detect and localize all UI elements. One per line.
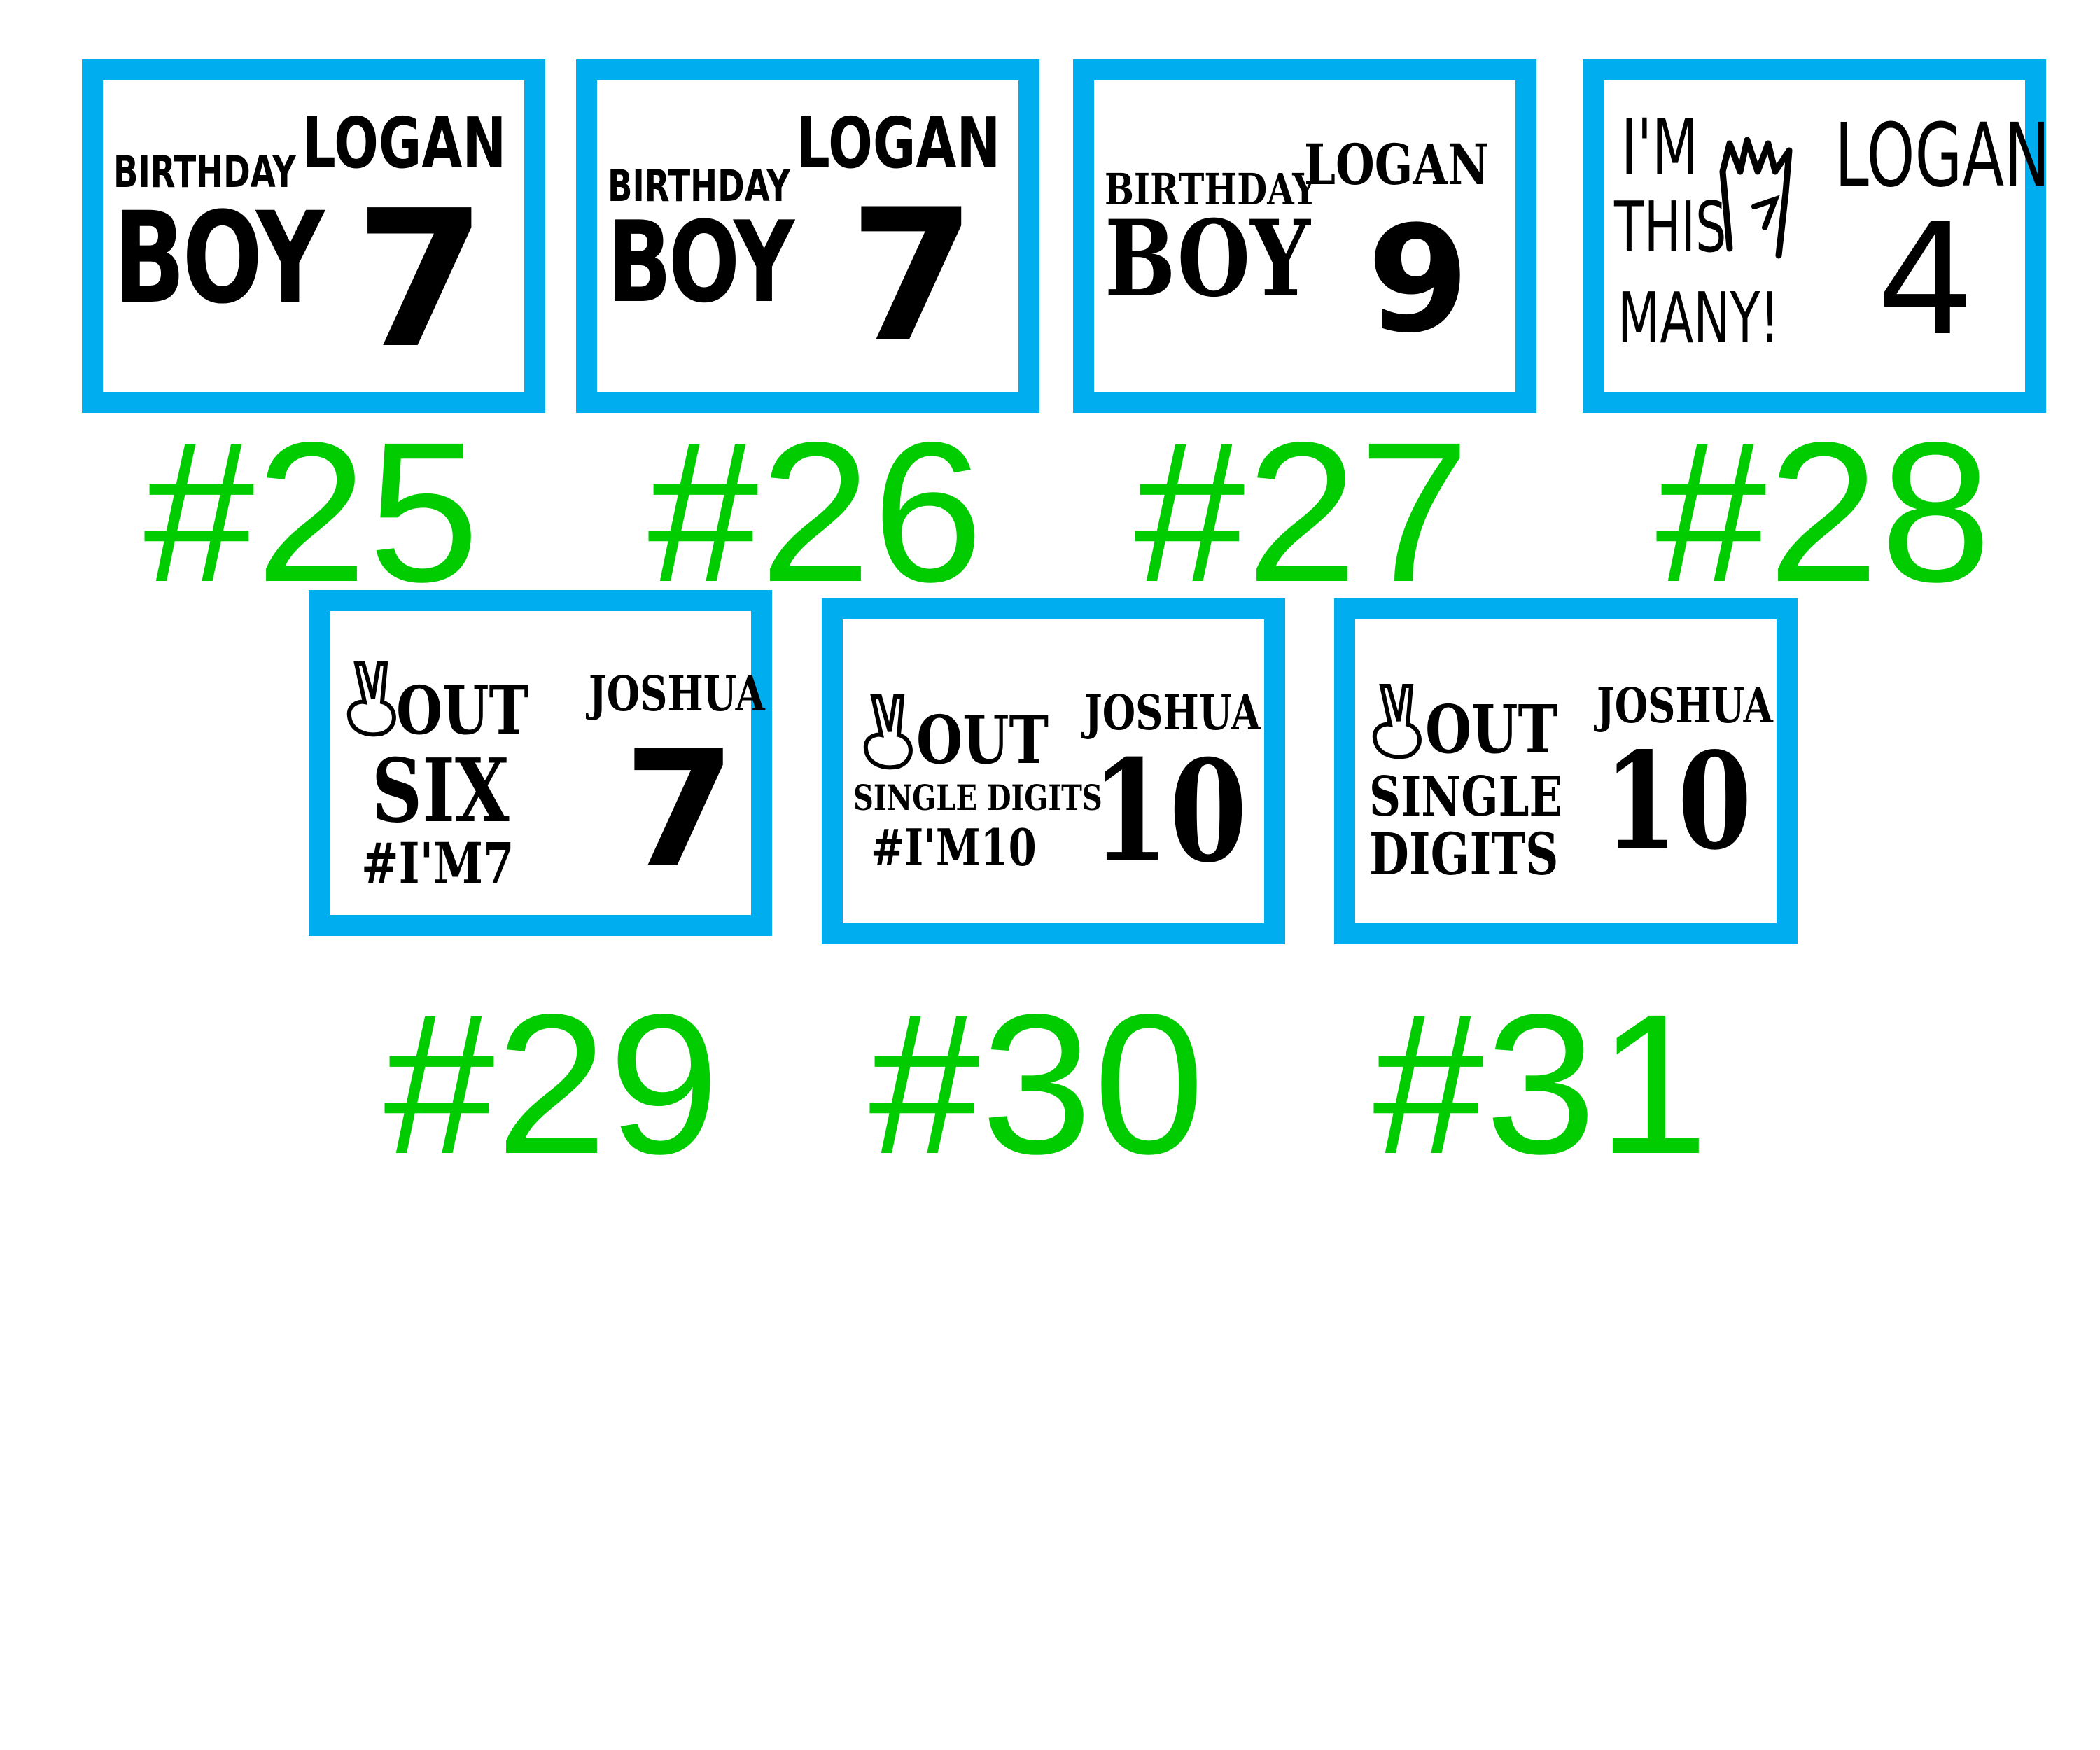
- hashtag-text: #I'M10: [871, 818, 1037, 877]
- six-text: SIX: [372, 740, 510, 842]
- name-text: LOGAN: [1835, 105, 2050, 206]
- design-card-28[interactable]: I'M THIS MANY! LOGAN 4: [1583, 59, 2050, 413]
- design-label-25: #25: [144, 401, 481, 624]
- this-text: THIS: [1614, 186, 1727, 268]
- design-card-25[interactable]: BIRTHDAY BOY LOGAN 7: [82, 59, 545, 413]
- boy-text: BOY: [113, 186, 325, 332]
- name-text: JOSHUA: [589, 666, 765, 722]
- name-text: LOGAN: [797, 102, 1001, 184]
- digits-text: DIGITS: [1369, 821, 1559, 888]
- single-text: SINGLE: [1369, 765, 1563, 829]
- age-number: 7: [849, 171, 976, 382]
- name-text: LOGAN: [1304, 132, 1489, 197]
- peace-hand-icon: [863, 694, 913, 770]
- design-label-27: #27: [1134, 401, 1471, 624]
- many-text: MANY!: [1618, 277, 1780, 359]
- design-label-28: #28: [1656, 401, 1993, 624]
- age-number: 10: [1604, 723, 1752, 879]
- design-card-26[interactable]: BIRTHDAY BOY LOGAN 7: [576, 59, 1040, 413]
- boy-text: BOY: [1105, 197, 1310, 321]
- design-card-31[interactable]: OUT SINGLE DIGITS JOSHUA 10: [1334, 598, 1798, 944]
- design-label-29: #29: [384, 973, 721, 1196]
- design-card-29[interactable]: OUT SIX #I'M7 JOSHUA 7: [309, 590, 772, 936]
- out-text: OUT: [1425, 691, 1558, 769]
- age-number: 10: [1091, 729, 1247, 894]
- age-number: 7: [355, 169, 486, 390]
- birthday-text: BIRTHDAY: [1105, 164, 1317, 215]
- boy-text: BOY: [608, 197, 794, 328]
- age-number: 7: [624, 717, 736, 904]
- design-label-31: #31: [1373, 973, 1710, 1196]
- peace-hand-icon: [1372, 684, 1422, 760]
- name-text: JOSHUA: [1084, 685, 1261, 741]
- name-text: JOSHUA: [1597, 678, 1773, 734]
- single-digits-text: SINGLE DIGITS: [853, 777, 1102, 818]
- im-text: I'M: [1621, 102, 1699, 192]
- design-label-26: #26: [648, 401, 985, 624]
- design-label-30: #30: [869, 973, 1206, 1196]
- birthday-text: BIRTHDAY: [113, 146, 296, 197]
- design-card-27[interactable]: BIRTHDAY BOY LOGAN 9: [1073, 59, 1536, 413]
- age-number: 9: [1367, 194, 1470, 365]
- design-card-30[interactable]: OUT SINGLE DIGITS #I'M10 JOSHUA 10: [822, 598, 1285, 944]
- out-text: OUT: [396, 672, 529, 750]
- peace-hand-icon: [346, 662, 396, 737]
- four-fingers-hand-icon: [1719, 136, 1793, 259]
- out-text: OUT: [916, 701, 1049, 779]
- birthday-text: BIRTHDAY: [608, 160, 790, 211]
- age-number: 4: [1877, 190, 1975, 370]
- name-text: LOGAN: [302, 102, 507, 184]
- hashtag-text: #I'M7: [361, 830, 514, 896]
